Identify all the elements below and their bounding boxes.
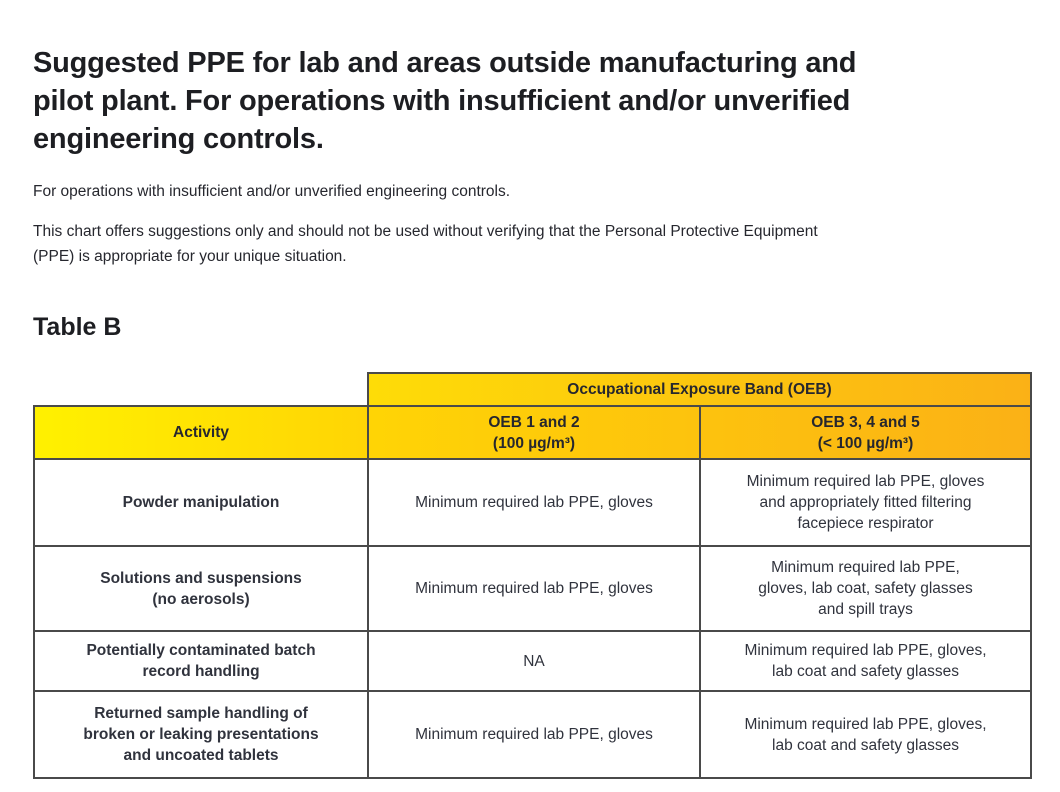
table-row: Returned sample handling of broken or le… [33,690,1032,779]
column-header-activity: Activity [33,405,369,460]
activity-cell: Solutions and suspensions (no aerosols) [33,545,369,632]
column-header-label: OEB 1 and 2 [488,413,580,431]
activity-cell: Potentially contaminated batch record ha… [33,630,369,692]
oeb-3-4-5-cell: Minimum required lab PPE, gloves, lab co… [699,690,1032,779]
table-row: Powder manipulation Minimum required lab… [33,458,1032,547]
column-header-label: Activity [173,424,229,441]
oeb-1-2-cell: Minimum required lab PPE, gloves [367,545,701,632]
column-header-oeb-1-2: OEB 1 and 2 (100 µg/m³) [367,405,701,460]
oeb-band-header: Occupational Exposure Band (OEB) [367,372,1032,407]
table-row: Solutions and suspensions (no aerosols) … [33,545,1032,632]
table-row: Potentially contaminated batch record ha… [33,630,1032,692]
column-header-sublabel: (< 100 µg/m³) [817,434,914,452]
oeb-3-4-5-cell: Minimum required lab PPE, gloves, lab co… [699,545,1032,632]
table-spacer-cell [34,373,368,406]
oeb-1-2-cell: Minimum required lab PPE, gloves [367,458,701,547]
column-header-label: OEB 3, 4 and 5 [811,413,920,431]
disclaimer-paragraph: This chart offers suggestions only and s… [33,223,818,265]
oeb-3-4-5-cell: Minimum required lab PPE, gloves and app… [699,458,1032,547]
column-header-oeb-3-4-5: OEB 3, 4 and 5 (< 100 µg/m³) [699,405,1032,460]
column-header-row: Activity OEB 1 and 2 (100 µg/m³) OEB 3, … [33,405,1032,460]
oeb-3-4-5-cell: Minimum required lab PPE, gloves, lab co… [699,630,1032,692]
column-header-sublabel: (100 µg/m³) [492,434,576,452]
page-title: Suggested PPE for lab and areas outside … [33,47,857,155]
activity-cell: Returned sample handling of broken or le… [33,690,369,779]
intro-paragraph: For operations with insufficient and/or … [33,183,511,200]
activity-cell: Powder manipulation [33,458,369,547]
table-b-heading: Table B [33,313,122,341]
ppe-table: Occupational Exposure Band (OEB) Activit… [33,372,1032,779]
oeb-1-2-cell: NA [367,630,701,692]
oeb-band-row: Occupational Exposure Band (OEB) [34,372,1032,407]
oeb-1-2-cell: Minimum required lab PPE, gloves [367,690,701,779]
